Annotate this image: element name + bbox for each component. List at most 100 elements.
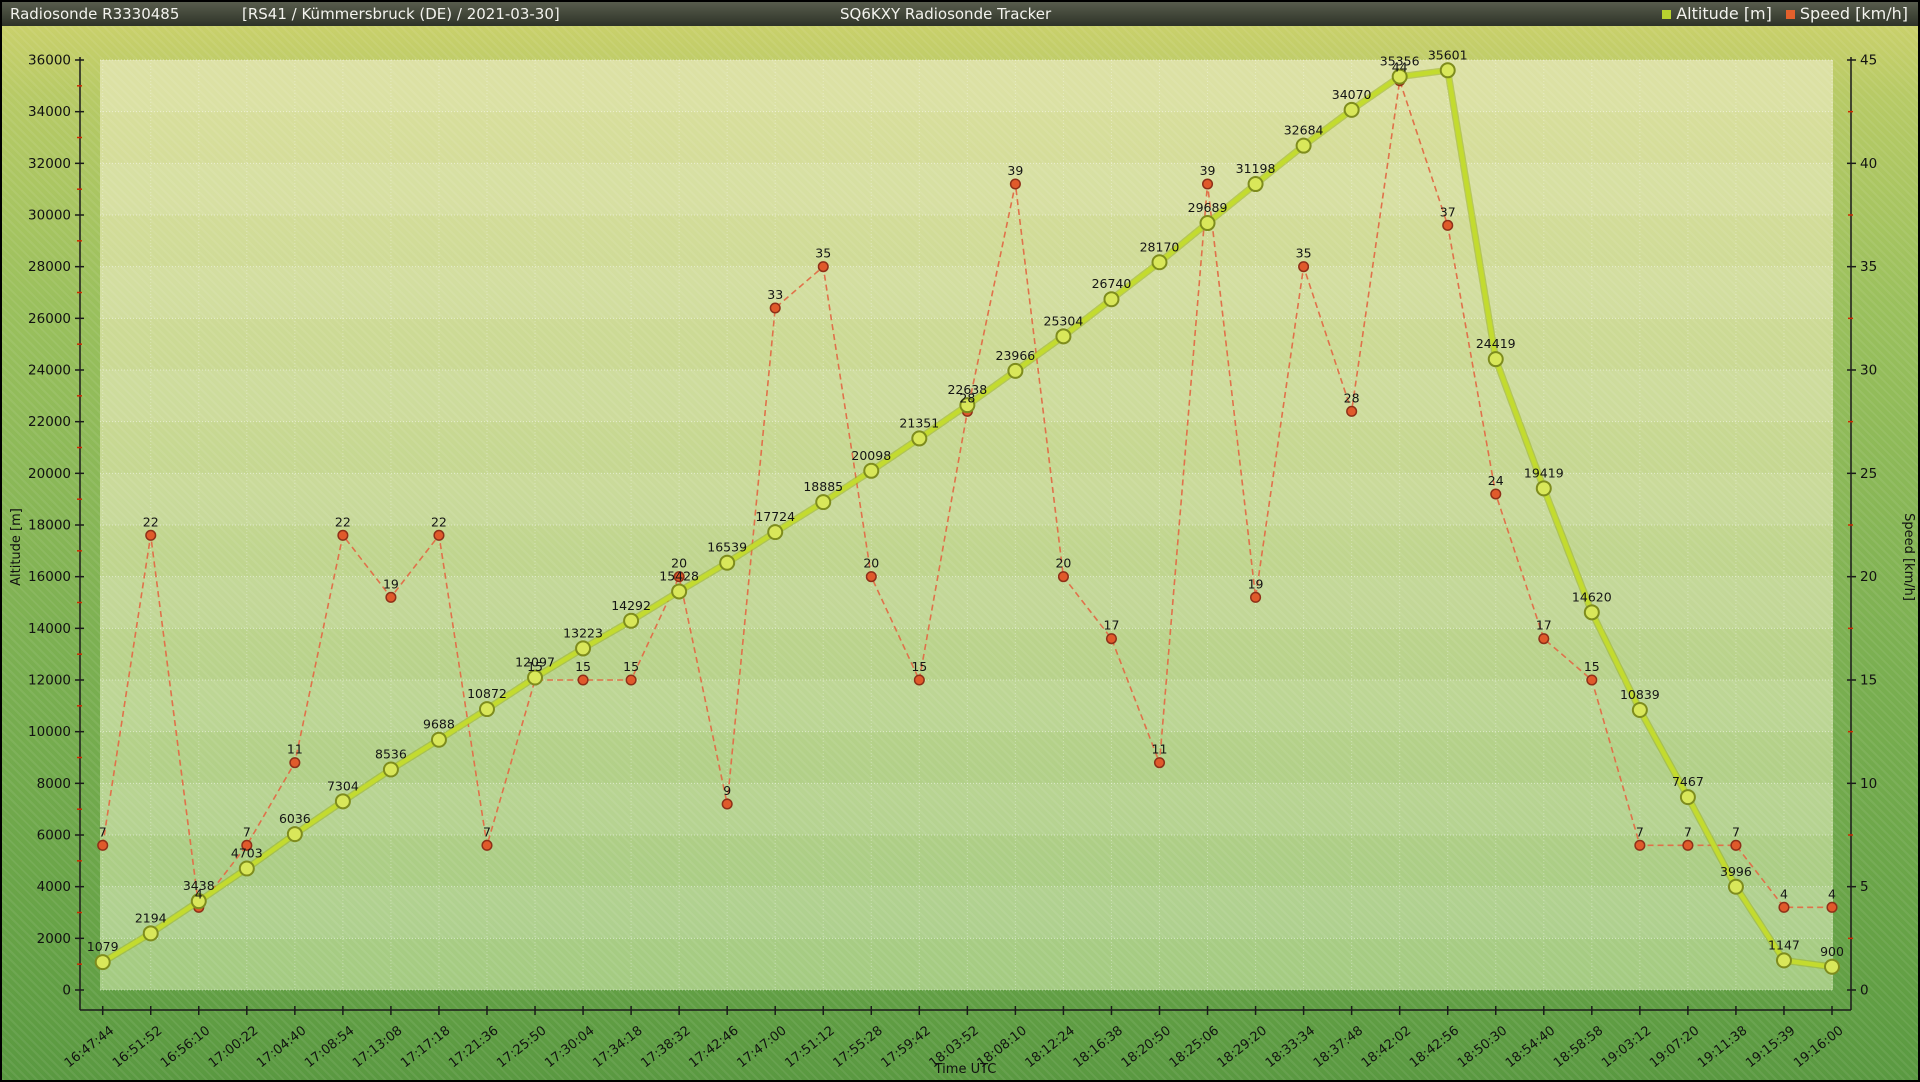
altitude-point	[671, 583, 688, 600]
speed-value-label: 17	[1536, 618, 1552, 633]
altitude-value-label: 12097	[515, 654, 555, 669]
x-tick-label: 18:33:34	[1263, 1023, 1318, 1071]
x-tick-label: 17:21:36	[446, 1023, 501, 1071]
x-tick-label: 16:51:52	[110, 1023, 165, 1071]
altitude-value-label: 26740	[1092, 276, 1132, 291]
speed-value-label: 35	[815, 246, 831, 261]
altitude-value-label: 22638	[947, 382, 987, 397]
speed-value-label: 22	[335, 514, 351, 529]
altitude-point	[1199, 215, 1216, 232]
altitude-value-label: 31198	[1236, 161, 1276, 176]
left-tick-label: 14000	[28, 621, 71, 637]
altitude-point	[1583, 604, 1600, 621]
x-tick-label: 18:25:06	[1167, 1023, 1222, 1071]
speed-value-label: 22	[431, 514, 447, 529]
speed-value-label: 28	[1344, 390, 1360, 405]
right-tick-label: 5	[1860, 879, 1869, 895]
x-tick-label: 18:12:24	[1023, 1023, 1078, 1071]
app-title: SQ6KXY Radiosonde Tracker	[840, 5, 1052, 23]
left-tick-label: 20000	[28, 466, 71, 482]
left-tick-label: 2000	[37, 931, 71, 947]
chart-legend: Altitude [m] Speed [km/h]	[1662, 2, 1908, 26]
altitude-value-label: 13223	[563, 625, 603, 640]
left-tick-label: 4000	[37, 879, 71, 895]
x-tick-label: 17:08:54	[302, 1023, 357, 1071]
altitude-value-label: 28170	[1140, 239, 1180, 254]
speed-value-label: 35	[1296, 246, 1312, 261]
speed-point	[817, 261, 829, 273]
speed-value-label: 39	[1200, 163, 1216, 178]
right-tick-label: 30	[1860, 363, 1877, 379]
speed-point	[1298, 261, 1310, 273]
altitude-point	[911, 430, 928, 447]
altitude-point	[286, 826, 303, 843]
speed-value-label: 17	[1104, 618, 1120, 633]
speed-point	[385, 591, 397, 603]
speed-value-label: 19	[383, 576, 399, 591]
altitude-value-label: 24419	[1476, 336, 1516, 351]
altitude-point	[1103, 291, 1120, 308]
altitude-point	[863, 462, 880, 479]
right-tick-label: 15	[1860, 673, 1877, 689]
altitude-point	[430, 731, 447, 748]
altitude-value-label: 18885	[803, 479, 843, 494]
legend-altitude-label: Altitude [m]	[1676, 4, 1772, 23]
speed-value-label: 15	[575, 659, 591, 674]
legend-speed-label: Speed [km/h]	[1799, 4, 1908, 23]
speed-point	[1057, 571, 1069, 583]
speed-swatch-icon	[1785, 9, 1795, 19]
speed-value-label: 11	[287, 742, 303, 757]
altitude-value-label: 7304	[327, 778, 359, 793]
left-axis-title: Altitude [m]	[9, 508, 24, 586]
speed-point	[1346, 405, 1358, 417]
speed-value-label: 15	[527, 659, 543, 674]
altitude-point	[190, 893, 207, 910]
altitude-point	[334, 793, 351, 810]
altitude-value-label: 17724	[755, 509, 795, 524]
speed-point	[1586, 674, 1598, 686]
left-tick-label: 8000	[37, 776, 71, 792]
left-tick-label: 16000	[28, 569, 71, 585]
speed-point	[1105, 633, 1118, 645]
left-tick-label: 12000	[28, 673, 71, 689]
speed-value-label: 37	[1440, 204, 1456, 219]
altitude-point	[1679, 789, 1696, 806]
x-tick-label: 18:37:48	[1311, 1023, 1366, 1071]
speed-value-label: 4	[1780, 886, 1788, 901]
altitude-value-label: 8536	[375, 746, 407, 761]
speed-point	[721, 798, 733, 810]
altitude-point	[238, 860, 255, 877]
speed-value-label: 7	[243, 824, 251, 839]
speed-value-label: 7	[1732, 824, 1740, 839]
altitude-value-label: 6036	[279, 811, 311, 826]
right-tick-label: 25	[1860, 466, 1877, 482]
right-tick-label: 20	[1860, 569, 1877, 585]
altitude-point	[478, 701, 495, 718]
speed-value-label: 20	[863, 556, 879, 571]
speed-point	[1250, 591, 1262, 603]
altitude-value-label: 29689	[1188, 200, 1228, 215]
right-tick-label: 40	[1860, 156, 1877, 172]
left-tick-label: 24000	[28, 363, 71, 379]
altitude-point	[382, 761, 399, 778]
altitude-point	[142, 925, 159, 942]
altitude-series	[94, 62, 1840, 975]
speed-point	[1153, 757, 1166, 769]
speed-value-label: 15	[1584, 659, 1600, 674]
altitude-value-label: 3996	[1720, 864, 1752, 879]
left-tick-label: 36000	[28, 53, 71, 69]
altitude-point	[1727, 878, 1744, 895]
speed-value-label: 4	[195, 886, 203, 901]
altitude-point	[1343, 101, 1360, 118]
x-tick-label: 18:42:56	[1407, 1023, 1462, 1071]
left-tick-label: 10000	[28, 724, 71, 740]
x-tick-label: 17:30:04	[542, 1023, 597, 1071]
altitude-value-label: 4703	[231, 846, 263, 861]
speed-value-label: 39	[1007, 163, 1023, 178]
speed-point	[865, 571, 877, 583]
left-tick-label: 34000	[28, 104, 71, 120]
altitude-swatch-icon	[1662, 9, 1672, 19]
altitude-point	[767, 524, 784, 541]
x-tick-label: 19:03:12	[1599, 1023, 1654, 1071]
x-tick-label: 17:51:12	[782, 1023, 837, 1071]
